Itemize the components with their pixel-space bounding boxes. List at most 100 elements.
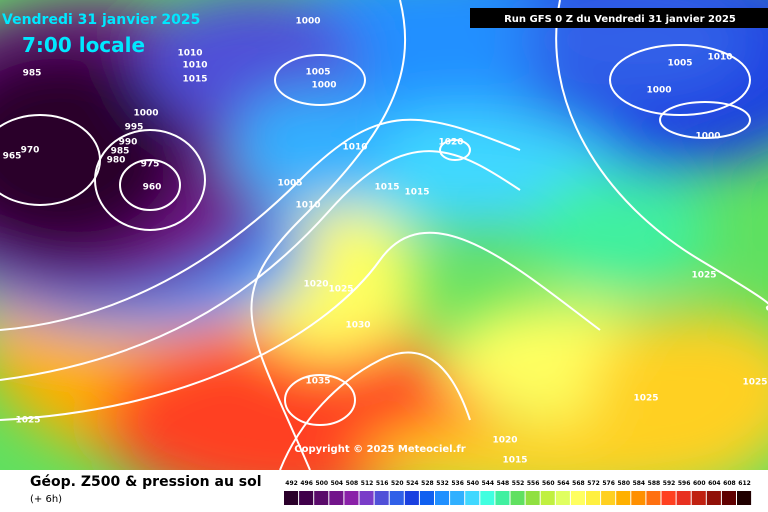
legend-swatch — [570, 491, 585, 505]
isobar-label: 1005 — [667, 59, 692, 69]
legend-swatch — [359, 491, 374, 505]
legend-label: 560 — [542, 480, 555, 487]
legend-swatch — [691, 491, 706, 505]
legend-label: 584 — [633, 480, 646, 487]
legend-label: 580 — [617, 480, 630, 487]
legend-swatch — [314, 491, 329, 505]
legend-swatch — [329, 491, 344, 505]
isobar-label: 1015 — [182, 75, 207, 85]
legend-label: 532 — [436, 480, 449, 487]
legend-label: 592 — [663, 480, 676, 487]
footer-title: Géop. Z500 & pression au sol — [30, 474, 262, 490]
run-label: Run GFS 0 Z du Vendredi 31 janvier 2025 — [504, 14, 736, 25]
legend-swatch — [510, 491, 525, 505]
isobar-label: 1005 — [277, 179, 302, 189]
legend-swatch — [419, 491, 434, 505]
run-box — [470, 8, 768, 28]
isobar-label: 1020 — [492, 436, 517, 446]
isobar-label: 970 — [21, 146, 40, 156]
legend-label: 504 — [331, 480, 344, 487]
isobar-label: 985 — [23, 69, 42, 79]
legend-label: 536 — [451, 480, 464, 487]
isobar-label: 1015 — [374, 183, 399, 193]
legend-label: 608 — [723, 480, 736, 487]
legend-swatch — [480, 491, 495, 505]
isobar-label: 1000 — [311, 81, 336, 91]
time-label: 7:00 locale — [22, 33, 145, 57]
legend-label: 524 — [406, 480, 419, 487]
legend-label: 540 — [466, 480, 479, 487]
legend-swatch — [435, 491, 450, 505]
isobar-label: 1005 — [305, 68, 330, 78]
isobar-label: 1025 — [633, 394, 658, 404]
footer-lead: (+ 6h) — [30, 494, 63, 505]
legend-swatch — [555, 491, 570, 505]
legend-swatch — [344, 491, 359, 505]
legend-label: 576 — [602, 480, 615, 487]
isobar-label: 1030 — [345, 321, 370, 331]
legend-label: 552 — [512, 480, 525, 487]
legend-swatch — [450, 491, 465, 505]
legend-swatch — [706, 491, 721, 505]
isobar-label: 1000 — [295, 17, 320, 27]
legend-label: 588 — [648, 480, 661, 487]
isobar-label: 1000 — [695, 132, 720, 142]
legend-label: 508 — [346, 480, 359, 487]
legend: 492 496 500 504 508 512 516 520 524 528 532 536 540 5… — [284, 480, 752, 505]
legend-label: 544 — [482, 480, 495, 487]
isobar-label: 985 — [111, 147, 130, 157]
legend-swatch — [721, 491, 736, 505]
isobar-label: 1020 — [438, 138, 463, 148]
legend-label: 516 — [376, 480, 389, 487]
legend-swatch — [284, 491, 299, 505]
isobar-label: 1035 — [305, 377, 330, 387]
legend-swatch — [586, 491, 601, 505]
legend-label: 612 — [738, 480, 751, 487]
legend-label: 600 — [693, 480, 706, 487]
isobars — [0, 0, 768, 470]
legend-swatch — [389, 491, 404, 505]
isobar-label: 1015 — [404, 188, 429, 198]
legend-swatch — [631, 491, 646, 505]
isobar-label: 995 — [125, 123, 144, 133]
isobar-label: 1000 — [133, 109, 158, 119]
legend-swatch — [676, 491, 691, 505]
date-label: Vendredi 31 janvier 2025 — [2, 12, 200, 28]
isobar-label: 965 — [3, 152, 22, 162]
legend-swatch — [737, 491, 752, 505]
legend-label: 500 — [315, 480, 328, 487]
isobar-label: 1020 — [303, 280, 328, 290]
legend-swatch — [374, 491, 389, 505]
legend-swatch — [540, 491, 555, 505]
legend-swatch — [616, 491, 631, 505]
legend-label: 572 — [587, 480, 600, 487]
legend-label: 564 — [557, 480, 570, 487]
legend-label: 604 — [708, 480, 721, 487]
legend-label: 568 — [572, 480, 585, 487]
isobar-label: 1025 — [328, 285, 353, 295]
legend-label: 596 — [678, 480, 691, 487]
legend-swatch — [495, 491, 510, 505]
isobar-label: 1025 — [15, 416, 40, 426]
isobar-label: 975 — [141, 160, 160, 170]
isobar-label: 1010 — [295, 201, 320, 211]
legend-label: 496 — [300, 480, 313, 487]
isobar-label: 1015 — [502, 456, 527, 466]
legend-label: 556 — [527, 480, 540, 487]
isobar-label: 960 — [143, 183, 162, 193]
isobar-label: 1025 — [742, 378, 767, 388]
legend-swatch — [646, 491, 661, 505]
isobar-label: 1000 — [646, 86, 671, 96]
isobar-label: 1010 — [177, 49, 202, 59]
isobar-label: 1010 — [182, 61, 207, 71]
legend-swatch — [465, 491, 480, 505]
legend-swatch — [299, 491, 314, 505]
isobar-label: 1025 — [691, 271, 716, 281]
legend-label: 492 — [285, 480, 298, 487]
legend-swatch — [601, 491, 616, 505]
isobar-label: 990 — [119, 138, 138, 148]
legend-label: 520 — [391, 480, 404, 487]
